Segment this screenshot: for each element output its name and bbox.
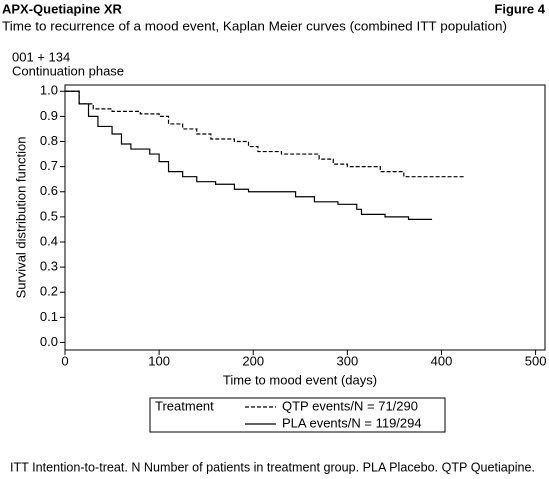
x-tick-label: 500 [525,353,547,368]
y-tick-label: 0.9 [40,108,58,123]
chart-title: Time to recurrence of a mood event, Kapl… [2,18,507,33]
x-tick-label: 400 [431,353,453,368]
x-tick-label: 200 [242,353,264,368]
x-tick-label: 300 [337,353,359,368]
survival-curve [65,90,433,220]
annotation: 001 + 134 [12,49,70,64]
legend-label: QTP events/N = 71/290 [282,398,418,413]
y-tick-label: 0.5 [40,208,58,223]
x-axis-label: Time to mood event (days) [223,372,377,387]
x-tick-label: 0 [61,353,68,368]
legend-box [149,397,446,433]
footnote: ITT Intention-to-treat. N Number of pati… [10,459,535,474]
y-tick-label: 0.2 [40,284,58,299]
y-tick-label: 0.1 [40,309,58,324]
y-tick-label: 0.0 [40,334,58,349]
figure-label: Figure 4 [494,1,545,16]
y-tick-label: 0.4 [40,233,58,248]
annotation: Continuation phase [12,63,124,78]
y-tick-label: 0.3 [40,259,58,274]
x-tick-label: 100 [148,353,170,368]
header: APX-Quetiapine XR [2,1,123,16]
y-tick-label: 0.6 [40,183,58,198]
y-axis-label: Survival distribution function [13,137,28,299]
y-tick-label: 0.8 [40,133,58,148]
y-tick-label: 1.0 [40,83,58,98]
legend-label: PLA events/N = 119/294 [282,415,422,430]
plot-frame [64,84,546,351]
survival-curve [65,90,465,178]
y-tick-label: 0.7 [40,158,58,173]
legend-title: Treatment [155,398,214,413]
